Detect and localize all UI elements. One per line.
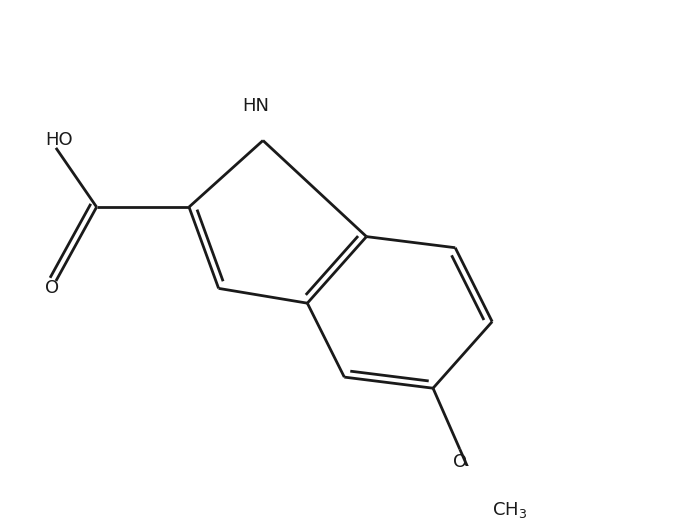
Text: O: O	[45, 279, 59, 297]
Text: HN: HN	[242, 97, 269, 114]
Text: HO: HO	[45, 132, 72, 149]
Text: CH$_3$: CH$_3$	[493, 500, 528, 520]
Text: O: O	[452, 453, 467, 471]
